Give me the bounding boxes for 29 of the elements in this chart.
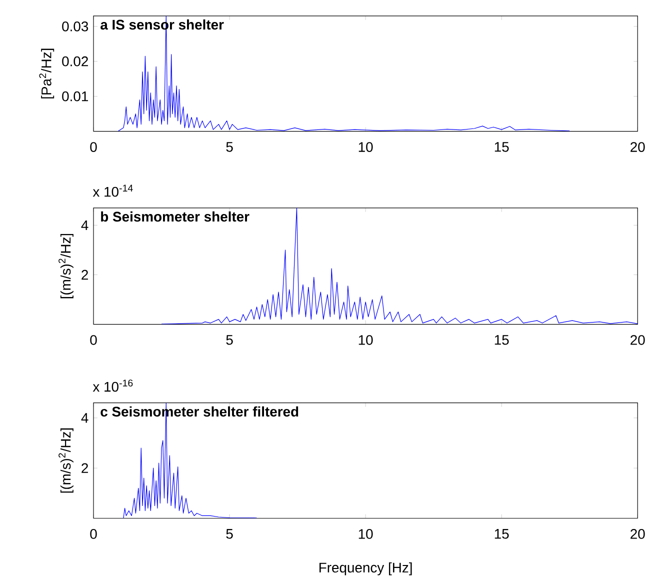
x-tick-label: 0 — [90, 529, 97, 539]
y-tick-label: 2 — [82, 463, 88, 473]
x-tick-label: 10 — [358, 529, 373, 539]
y-tick-label: 0.03 — [62, 22, 88, 32]
y-axis-title: [Pa$^{2}$/Hz] — [39, 48, 54, 98]
x-tick-label: 20 — [630, 529, 645, 539]
y-axis-title: [(m/s)$^{2}$/Hz] — [58, 234, 74, 298]
text: x 10$^{-14}$ — [92, 184, 133, 197]
x-tick-label: 5 — [226, 335, 233, 345]
chart-title: b Seismometer shelter — [101, 211, 250, 222]
x-tick-label: 10 — [358, 335, 373, 345]
text: x 10$^{-16}$ — [92, 380, 133, 392]
x-tick-label: 15 — [494, 142, 509, 152]
x-tick-label: 20 — [630, 335, 645, 345]
x-tick-label: 5 — [226, 529, 233, 539]
x-tick-label: 15 — [494, 335, 509, 345]
y-tick-label: 2 — [82, 270, 88, 280]
y-tick-label: 0.02 — [62, 56, 88, 66]
y-tick-label: 4 — [81, 220, 88, 230]
y-axis-title: [(m/s)$^{2}$/Hz] — [58, 428, 74, 493]
x-tick-label: 5 — [226, 142, 233, 152]
x-tick-label: 0 — [90, 142, 97, 152]
y-tick-label: 4 — [81, 413, 88, 423]
x-tick-label: 20 — [630, 142, 645, 152]
x-tick-label: 10 — [358, 142, 373, 152]
x-axis-title: Frequency [Hz] — [320, 562, 412, 576]
x-tick-label: 0 — [90, 335, 97, 345]
y-tick-label: 0.01 — [62, 91, 88, 102]
x-tick-label: 15 — [494, 529, 509, 539]
